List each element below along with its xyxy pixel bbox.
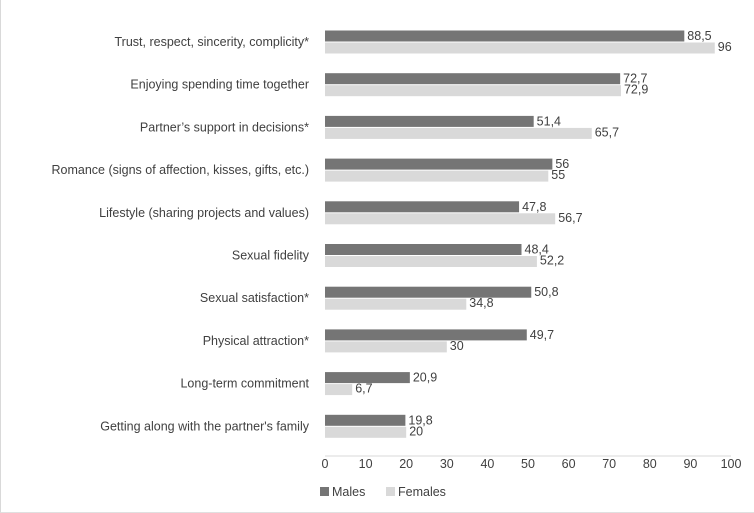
category-label: Romance (signs of affection, kisses, gif… [51,163,309,177]
females-value-label: 65,7 [595,125,619,139]
x-tick-label: 40 [480,457,494,471]
females-bar [325,341,447,353]
females-bar [325,127,592,139]
females-value-label: 30 [450,339,464,353]
females-bar [325,384,353,396]
legend-swatch-males [320,487,329,496]
females-value-label: 72,9 [624,83,648,97]
females-bar [325,256,537,267]
category-label: Trust, respect, sincerity, complicity* [115,35,310,49]
x-tick-label: 20 [399,457,413,471]
females-value-label: 52,2 [540,254,564,268]
females-bar [325,85,621,97]
x-tick-label: 100 [721,457,742,471]
legend-label-females: Females [398,485,446,499]
males-bar [325,414,406,426]
category-label: Getting along with the partner's family [100,419,309,433]
females-bar [325,213,556,225]
males-value-label: 51,4 [537,114,561,128]
x-tick-label: 30 [440,457,454,471]
x-tick-label: 90 [683,457,697,471]
males-bar [325,329,527,341]
legend-swatch-females [386,487,395,496]
females-value-label: 20 [409,424,423,438]
category-label: Partner’s support in decisions* [140,120,309,134]
category-label: Long-term commitment [180,377,309,391]
females-value-label: 96 [718,40,732,54]
category-label: Sexual satisfaction* [200,291,309,305]
males-bar [325,286,532,298]
males-value-label: 88,5 [687,29,711,43]
x-tick-label: 0 [322,457,329,471]
males-bar [325,372,410,384]
males-value-label: 72,7 [623,72,647,86]
males-bar [325,73,621,85]
males-value-label: 50,8 [534,285,558,299]
males-value-label: 47,8 [522,200,546,214]
males-value-label: 19,8 [408,413,432,427]
females-value-label: 56,7 [558,211,582,225]
category-label: Enjoying spending time together [130,78,309,92]
males-bar [325,201,520,213]
category-label: Lifestyle (sharing projects and values) [99,206,309,220]
category-label: Sexual fidelity [232,249,310,263]
females-value-label: 55 [551,168,565,182]
males-bar [325,158,553,170]
males-bar [325,30,685,42]
males-value-label: 48,4 [525,243,549,257]
legend-label-males: Males [332,485,365,499]
x-tick-label: 60 [562,457,576,471]
x-tick-label: 50 [521,457,535,471]
x-tick-label: 70 [602,457,616,471]
females-value-label: 34,8 [469,296,493,310]
x-tick-label: 80 [643,457,657,471]
x-tick-label: 10 [359,457,373,471]
males-value-label: 49,7 [530,328,554,342]
males-value-label: 56 [555,157,569,171]
males-value-label: 20,9 [413,371,437,385]
females-bar [325,426,407,438]
females-bar [325,170,549,182]
females-value-label: 6,7 [355,382,372,396]
females-bar [325,42,715,54]
females-bar [325,298,467,310]
males-bar [325,244,522,255]
males-bar [325,115,534,127]
category-label: Physical attraction* [203,334,309,348]
